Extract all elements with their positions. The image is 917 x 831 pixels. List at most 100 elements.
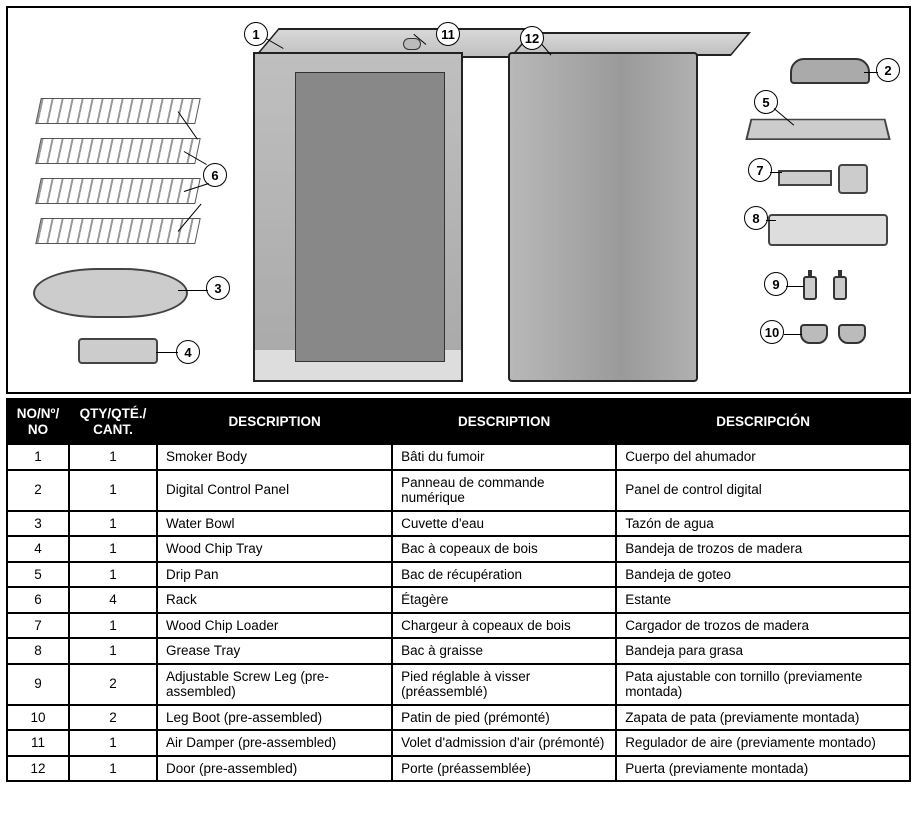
table-row: 71Wood Chip LoaderChargeur à copeaux de … (7, 613, 910, 639)
callout-8: 8 (744, 206, 768, 230)
callout-9: 9 (764, 272, 788, 296)
table-row: 21Digital Control PanelPanneau de comman… (7, 470, 910, 511)
cell-no: 1 (7, 444, 69, 470)
cell-desc-en: Grease Tray (157, 638, 392, 664)
control-panel-illustration (790, 58, 870, 84)
cell-no: 9 (7, 664, 69, 705)
table-row: 41Wood Chip TrayBac à copeaux de boisBan… (7, 536, 910, 562)
table-row: 92Adjustable Screw Leg (pre-assembled)Pi… (7, 664, 910, 705)
table-header: NO/Nº/ NO QTY/QTÉ./ CANT. DESCRIPTION DE… (7, 399, 910, 444)
cell-desc-en: Leg Boot (pre-assembled) (157, 705, 392, 731)
cell-qty: 1 (69, 562, 157, 588)
table-row: 121Door (pre-assembled)Porte (préassembl… (7, 756, 910, 782)
cell-desc-es: Regulador de aire (previamente montado) (616, 730, 910, 756)
air-damper-illustration (403, 38, 421, 50)
table-row: 64RackÉtagèreEstante (7, 587, 910, 613)
cell-desc-es: Bandeja de goteo (616, 562, 910, 588)
leader-line (786, 286, 804, 287)
cell-qty: 2 (69, 705, 157, 731)
cell-no: 7 (7, 613, 69, 639)
col-no: NO/Nº/ NO (7, 399, 69, 444)
table-body: 11Smoker BodyBâti du fumoirCuerpo del ah… (7, 444, 910, 781)
cell-desc-es: Pata ajustable con tornillo (previamente… (616, 664, 910, 705)
cell-desc-fr: Chargeur à copeaux de bois (392, 613, 616, 639)
cell-desc-es: Cuerpo del ahumador (616, 444, 910, 470)
callout-5: 5 (754, 90, 778, 114)
cell-qty: 1 (69, 444, 157, 470)
cell-desc-en: Wood Chip Loader (157, 613, 392, 639)
col-desc-es: DESCRIPCIÓN (616, 399, 910, 444)
rack-illustration (35, 138, 201, 164)
smoker-body-inner (295, 72, 445, 362)
cell-no: 4 (7, 536, 69, 562)
cell-desc-es: Bandeja para grasa (616, 638, 910, 664)
cell-desc-en: Rack (157, 587, 392, 613)
cell-desc-es: Panel de control digital (616, 470, 910, 511)
parts-table: NO/Nº/ NO QTY/QTÉ./ CANT. DESCRIPTION DE… (6, 398, 911, 782)
leader-line (766, 220, 776, 221)
cell-desc-fr: Étagère (392, 587, 616, 613)
cell-desc-es: Zapata de pata (previamente montada) (616, 705, 910, 731)
wood-chip-tray-illustration (78, 338, 158, 364)
cell-desc-en: Wood Chip Tray (157, 536, 392, 562)
cell-desc-en: Smoker Body (157, 444, 392, 470)
leader-line (784, 334, 802, 335)
cell-desc-en: Digital Control Panel (157, 470, 392, 511)
cell-no: 10 (7, 705, 69, 731)
cell-desc-fr: Bac de récupération (392, 562, 616, 588)
table-row: 51Drip PanBac de récupérationBandeja de … (7, 562, 910, 588)
cell-no: 3 (7, 511, 69, 537)
cell-qty: 1 (69, 511, 157, 537)
cell-desc-es: Tazón de agua (616, 511, 910, 537)
cell-qty: 1 (69, 536, 157, 562)
col-qty: QTY/QTÉ./ CANT. (69, 399, 157, 444)
cell-no: 2 (7, 470, 69, 511)
table-row: 11Smoker BodyBâti du fumoirCuerpo del ah… (7, 444, 910, 470)
cell-desc-es: Cargador de trozos de madera (616, 613, 910, 639)
cell-desc-fr: Pied réglable à visser (préassemblé) (392, 664, 616, 705)
cell-qty: 1 (69, 730, 157, 756)
table-row: 31Water BowlCuvette d'eauTazón de agua (7, 511, 910, 537)
cell-desc-en: Drip Pan (157, 562, 392, 588)
leg-boot-illustration (838, 324, 866, 344)
rack-illustration (35, 98, 201, 124)
cell-desc-fr: Porte (préassemblée) (392, 756, 616, 782)
grease-tray-illustration (768, 214, 888, 246)
cell-desc-fr: Panneau de commande numérique (392, 470, 616, 511)
rack-illustration (35, 178, 201, 204)
cell-desc-fr: Cuvette d'eau (392, 511, 616, 537)
cell-desc-fr: Bac à copeaux de bois (392, 536, 616, 562)
cell-desc-en: Air Damper (pre-assembled) (157, 730, 392, 756)
cell-no: 5 (7, 562, 69, 588)
table-row: 81Grease TrayBac à graisseBandeja para g… (7, 638, 910, 664)
cell-desc-es: Estante (616, 587, 910, 613)
table-row: 102Leg Boot (pre-assembled)Patin de pied… (7, 705, 910, 731)
cell-qty: 2 (69, 664, 157, 705)
door-illustration (508, 52, 698, 382)
cell-desc-fr: Bâti du fumoir (392, 444, 616, 470)
cell-no: 8 (7, 638, 69, 664)
cell-desc-fr: Bac à graisse (392, 638, 616, 664)
screw-leg-illustration (803, 276, 817, 300)
callout-3: 3 (206, 276, 230, 300)
cell-desc-es: Puerta (previamente montada) (616, 756, 910, 782)
cell-desc-es: Bandeja de trozos de madera (616, 536, 910, 562)
cell-qty: 1 (69, 613, 157, 639)
cell-no: 6 (7, 587, 69, 613)
cell-no: 12 (7, 756, 69, 782)
callout-1: 1 (244, 22, 268, 46)
callout-2: 2 (876, 58, 900, 82)
callout-12: 12 (520, 26, 544, 50)
cell-desc-fr: Volet d'admission d'air (prémonté) (392, 730, 616, 756)
leader-line (178, 290, 208, 291)
screw-leg-illustration (833, 276, 847, 300)
rack-illustration (35, 218, 201, 244)
leader-line (864, 72, 878, 73)
col-desc-fr: DESCRIPTION (392, 399, 616, 444)
callout-10: 10 (760, 320, 784, 344)
callout-4: 4 (176, 340, 200, 364)
leader-line (156, 352, 178, 353)
cell-desc-en: Adjustable Screw Leg (pre-assembled) (157, 664, 392, 705)
cell-desc-en: Water Bowl (157, 511, 392, 537)
smoker-body-illustration (253, 52, 463, 382)
